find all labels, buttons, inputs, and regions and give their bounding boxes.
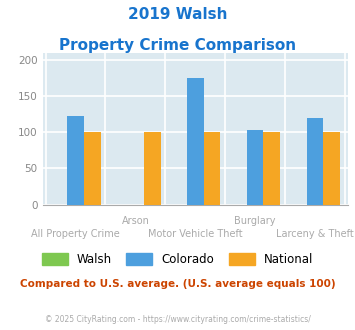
Text: Larceny & Theft: Larceny & Theft: [276, 229, 354, 239]
Text: All Property Crime: All Property Crime: [31, 229, 120, 239]
Bar: [204, 132, 220, 205]
Text: Compared to U.S. average. (U.S. average equals 100): Compared to U.S. average. (U.S. average …: [20, 279, 335, 289]
Bar: [144, 132, 160, 205]
Text: 2019 Walsh: 2019 Walsh: [128, 7, 227, 21]
Text: Motor Vehicle Theft: Motor Vehicle Theft: [148, 229, 242, 239]
Text: Property Crime Comparison: Property Crime Comparison: [59, 38, 296, 53]
Bar: [323, 132, 340, 205]
Text: Burglary: Burglary: [234, 216, 276, 226]
Bar: [187, 78, 204, 205]
Text: © 2025 CityRating.com - https://www.cityrating.com/crime-statistics/: © 2025 CityRating.com - https://www.city…: [45, 315, 310, 324]
Text: Arson: Arson: [121, 216, 149, 226]
Bar: [84, 132, 101, 205]
Bar: [247, 130, 263, 205]
Bar: [67, 116, 84, 205]
Legend: Walsh, Colorado, National: Walsh, Colorado, National: [37, 248, 318, 271]
Bar: [307, 118, 323, 205]
Bar: [263, 132, 280, 205]
